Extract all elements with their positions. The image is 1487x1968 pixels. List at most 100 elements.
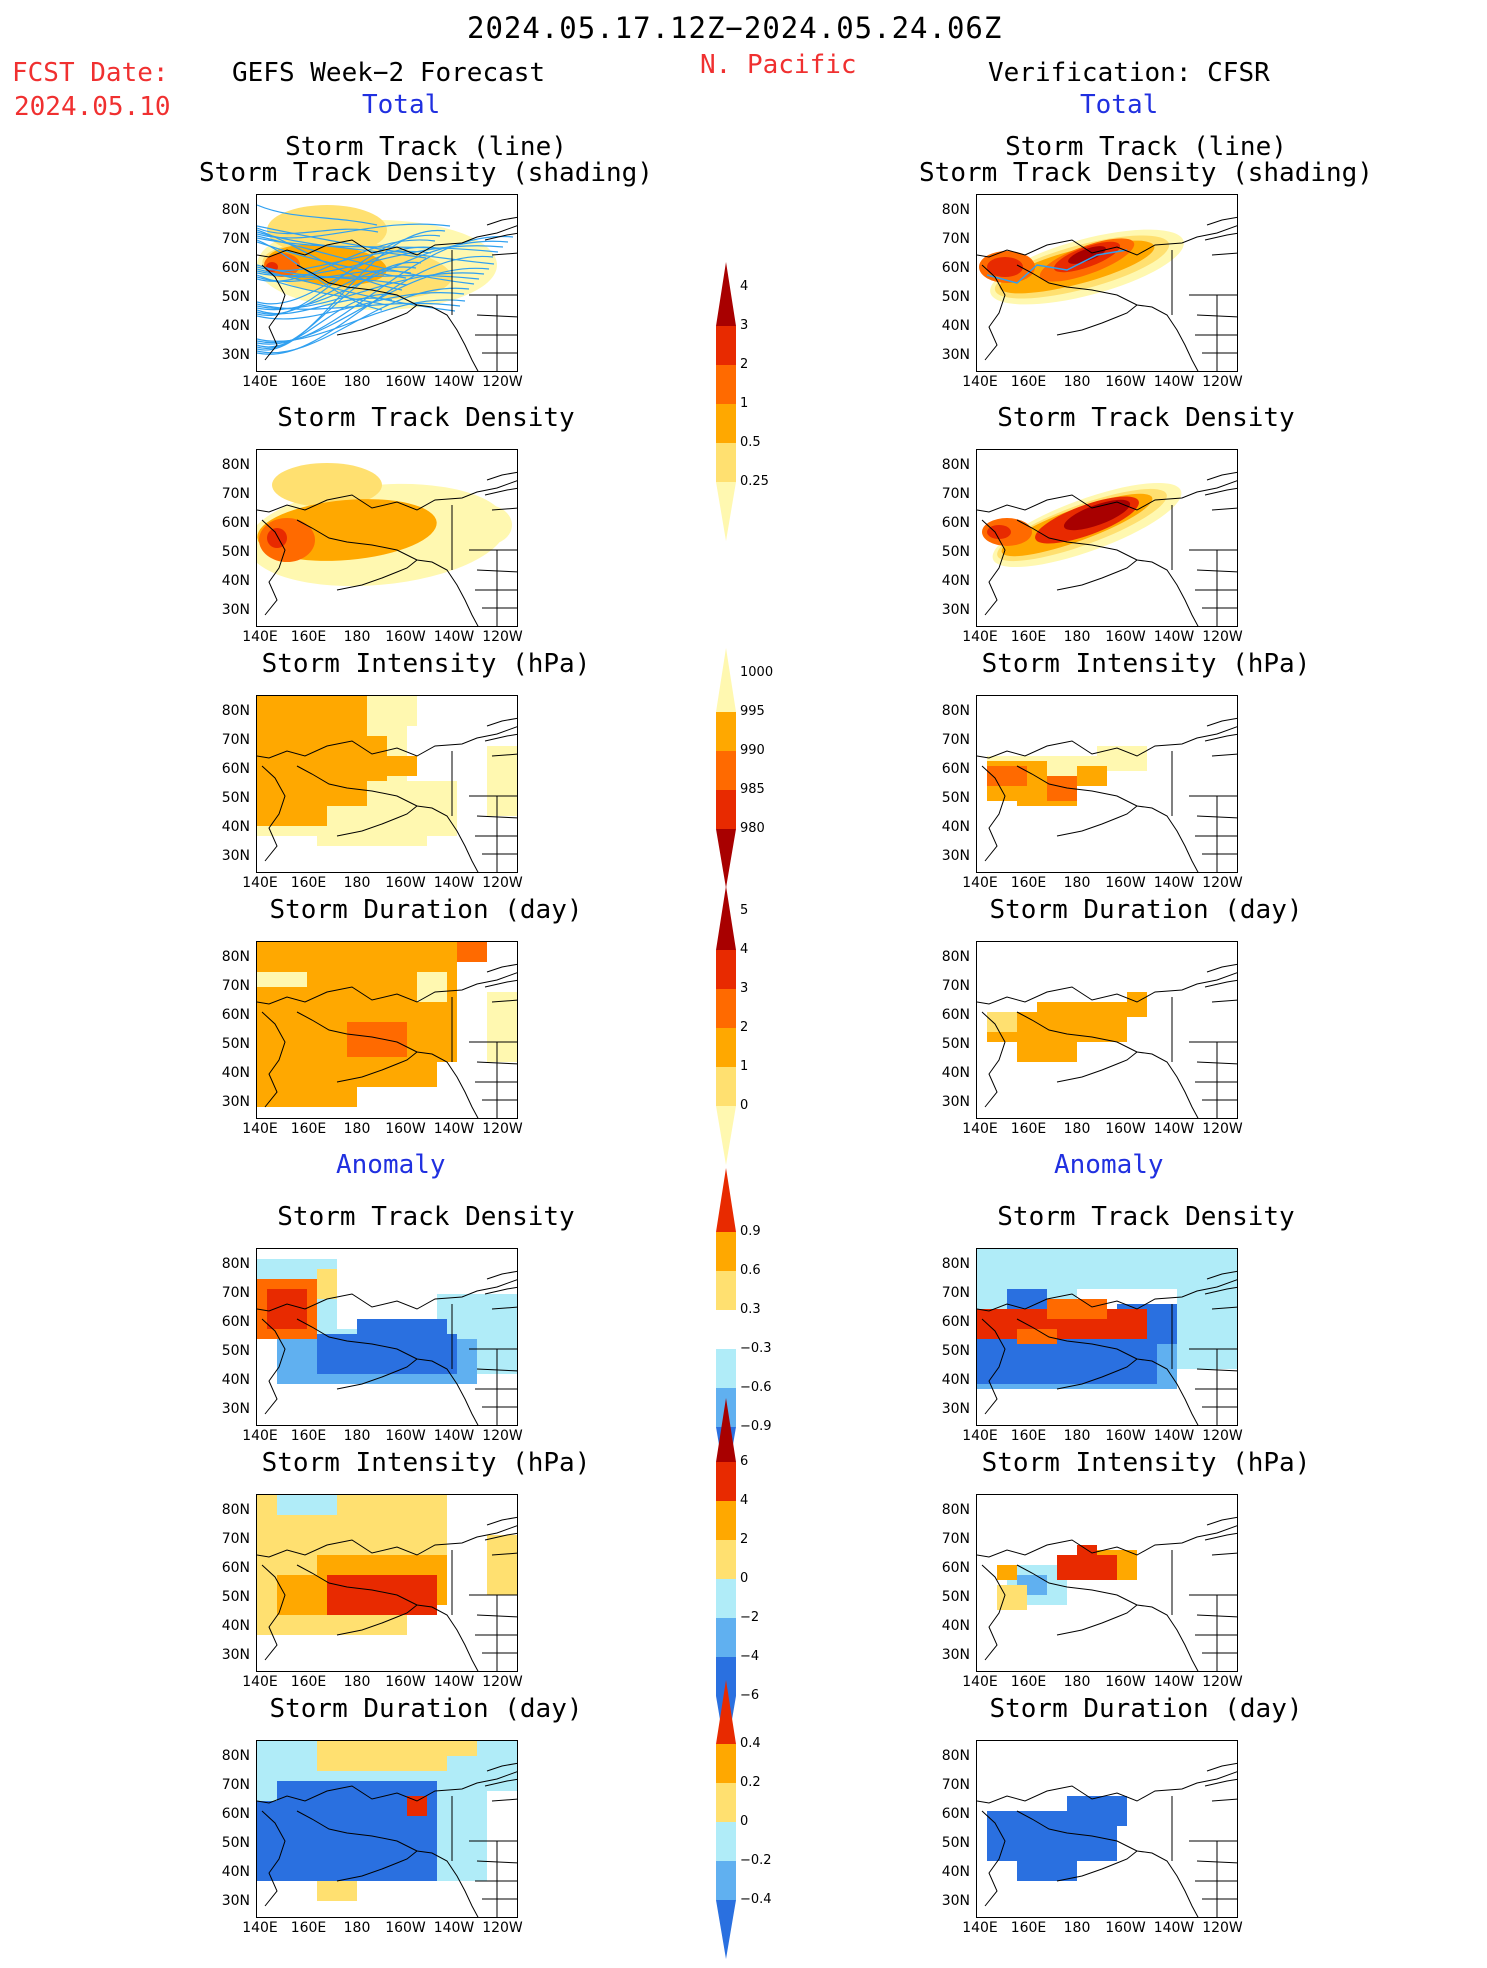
x-tick-label: 140E <box>962 1674 998 1690</box>
y-tick-label: 40N <box>221 1864 250 1880</box>
y-tick-label: 70N <box>221 486 250 502</box>
y-tick-label: 50N <box>941 1343 970 1359</box>
colorbar-label: 0.9 <box>740 1224 761 1239</box>
y-tick-label: 40N <box>221 1065 250 1081</box>
x-tick-label: 120W <box>1202 629 1243 645</box>
shade-cell <box>327 1575 437 1615</box>
y-tick-label: 70N <box>941 486 970 502</box>
forecast-map-adensity <box>256 1248 518 1426</box>
x-tick-label: 180 <box>1063 1428 1091 1444</box>
panel-title: Storm Track (line) <box>285 132 567 162</box>
y-tick-label: 70N <box>221 1777 250 1793</box>
coastline <box>257 471 517 626</box>
storm-track <box>257 302 461 310</box>
x-tick-label: 160W <box>385 1428 426 1444</box>
y-tick-label: 70N <box>221 1531 250 1547</box>
colorbar-segment <box>716 829 736 888</box>
y-tick-label: 30N <box>941 1893 970 1909</box>
colorbar-segment <box>716 790 736 829</box>
coastline <box>977 963 1237 1118</box>
shade-cell <box>487 1535 517 1595</box>
shade-cell <box>277 1495 337 1515</box>
x-tick-label: 160E <box>290 1121 327 1137</box>
shade-cell <box>357 1319 447 1349</box>
storm-track <box>257 274 388 306</box>
colorbar-label: −2 <box>740 1610 760 1625</box>
colorbar-anom-intensity: 6 4 2 0 −2 −4 −6 <box>716 1398 759 1764</box>
colorbar-segment <box>716 1232 736 1271</box>
y-tick-label: 80N <box>221 1502 250 1518</box>
shade-cell <box>1067 1796 1127 1826</box>
region-label: N. Pacific <box>700 50 857 80</box>
shade-cell <box>257 1087 357 1107</box>
shade-cell <box>417 972 447 1002</box>
colorbar-label: 4 <box>740 1493 749 1508</box>
y-tick-label: 60N <box>941 260 970 276</box>
colorbar-segment <box>716 1861 736 1900</box>
y-tick-label: 30N <box>941 1401 970 1417</box>
forecast-map-aduration <box>256 1740 518 1918</box>
x-tick-label: 140E <box>242 1428 278 1444</box>
coastline <box>977 471 1237 626</box>
colorbar-density: 4 3 2 1 0.5 0.25 <box>716 262 769 550</box>
colorbar-segment <box>716 326 736 365</box>
y-tick-label: 80N <box>941 703 970 719</box>
x-tick-label: 140E <box>242 1674 278 1690</box>
y-tick-label: 50N <box>221 289 250 305</box>
verification-map-intensity <box>976 695 1238 873</box>
y-tick-label: 70N <box>941 1531 970 1547</box>
verification-map-track <box>976 194 1238 372</box>
storm-track <box>257 299 466 342</box>
x-tick-label: 160W <box>385 374 426 390</box>
verification-map-adensity <box>976 1248 1238 1426</box>
colorbar-intensity: 1000 995 990 985 980 <box>716 648 773 897</box>
coastline <box>257 1762 517 1917</box>
y-tick-label: 30N <box>941 602 970 618</box>
y-tick-label: 40N <box>941 1372 970 1388</box>
x-tick-label: 180 <box>343 374 371 390</box>
colorbar-label: 0.2 <box>740 1775 761 1790</box>
x-tick-label: 120W <box>482 1428 523 1444</box>
colorbar-segment <box>716 404 736 443</box>
colorbar-label: 0.4 <box>740 1736 761 1751</box>
colorbar-label: 0.5 <box>740 435 761 450</box>
x-tick-label: 140W <box>433 1121 475 1137</box>
storm-track <box>257 293 398 348</box>
x-tick-label: 120W <box>482 1674 523 1690</box>
y-tick-label: 30N <box>941 347 970 363</box>
y-tick-label: 50N <box>941 790 970 806</box>
colorbar-segment <box>716 1271 736 1310</box>
shade-cell <box>987 1012 1017 1032</box>
right-total-label: Total <box>1080 90 1159 120</box>
shade-cell <box>487 746 517 816</box>
colorbar-segment <box>716 443 736 482</box>
x-tick-label: 120W <box>482 629 523 645</box>
colorbar-duration: 5 4 3 2 1 0 <box>716 886 748 1174</box>
y-tick-label: 60N <box>221 515 250 531</box>
y-tick-label: 80N <box>221 1256 250 1272</box>
shade-region <box>462 505 512 545</box>
x-tick-label: 180 <box>1063 1674 1091 1690</box>
shade-cell <box>257 736 387 781</box>
storm-track <box>257 231 427 259</box>
colorbar-segment <box>716 1783 736 1822</box>
x-tick-label: 180 <box>343 1121 371 1137</box>
colorbar-anom-duration: 0.4 0.2 0 −0.2 −0.4 <box>716 1680 772 1968</box>
x-tick-label: 160W <box>385 1674 426 1690</box>
x-tick-label: 140W <box>433 1674 475 1690</box>
y-tick-label: 50N <box>221 1036 250 1052</box>
y-tick-label: 70N <box>941 978 970 994</box>
x-tick-label: 160E <box>1010 1121 1047 1137</box>
shade-cell <box>317 1741 447 1771</box>
coastline <box>257 963 517 1118</box>
y-tick-label: 70N <box>941 732 970 748</box>
colorbar-label: −6 <box>740 1688 760 1703</box>
x-tick-label: 140W <box>433 875 475 891</box>
x-tick-label: 140W <box>1153 1428 1195 1444</box>
storm-track <box>257 264 408 286</box>
y-tick-label: 50N <box>941 1036 970 1052</box>
coastline <box>977 717 1237 872</box>
fcst-date: 2024.05.10 <box>14 92 171 122</box>
shade-cell <box>487 992 517 1062</box>
panel-title: Storm Track Density <box>277 403 575 433</box>
